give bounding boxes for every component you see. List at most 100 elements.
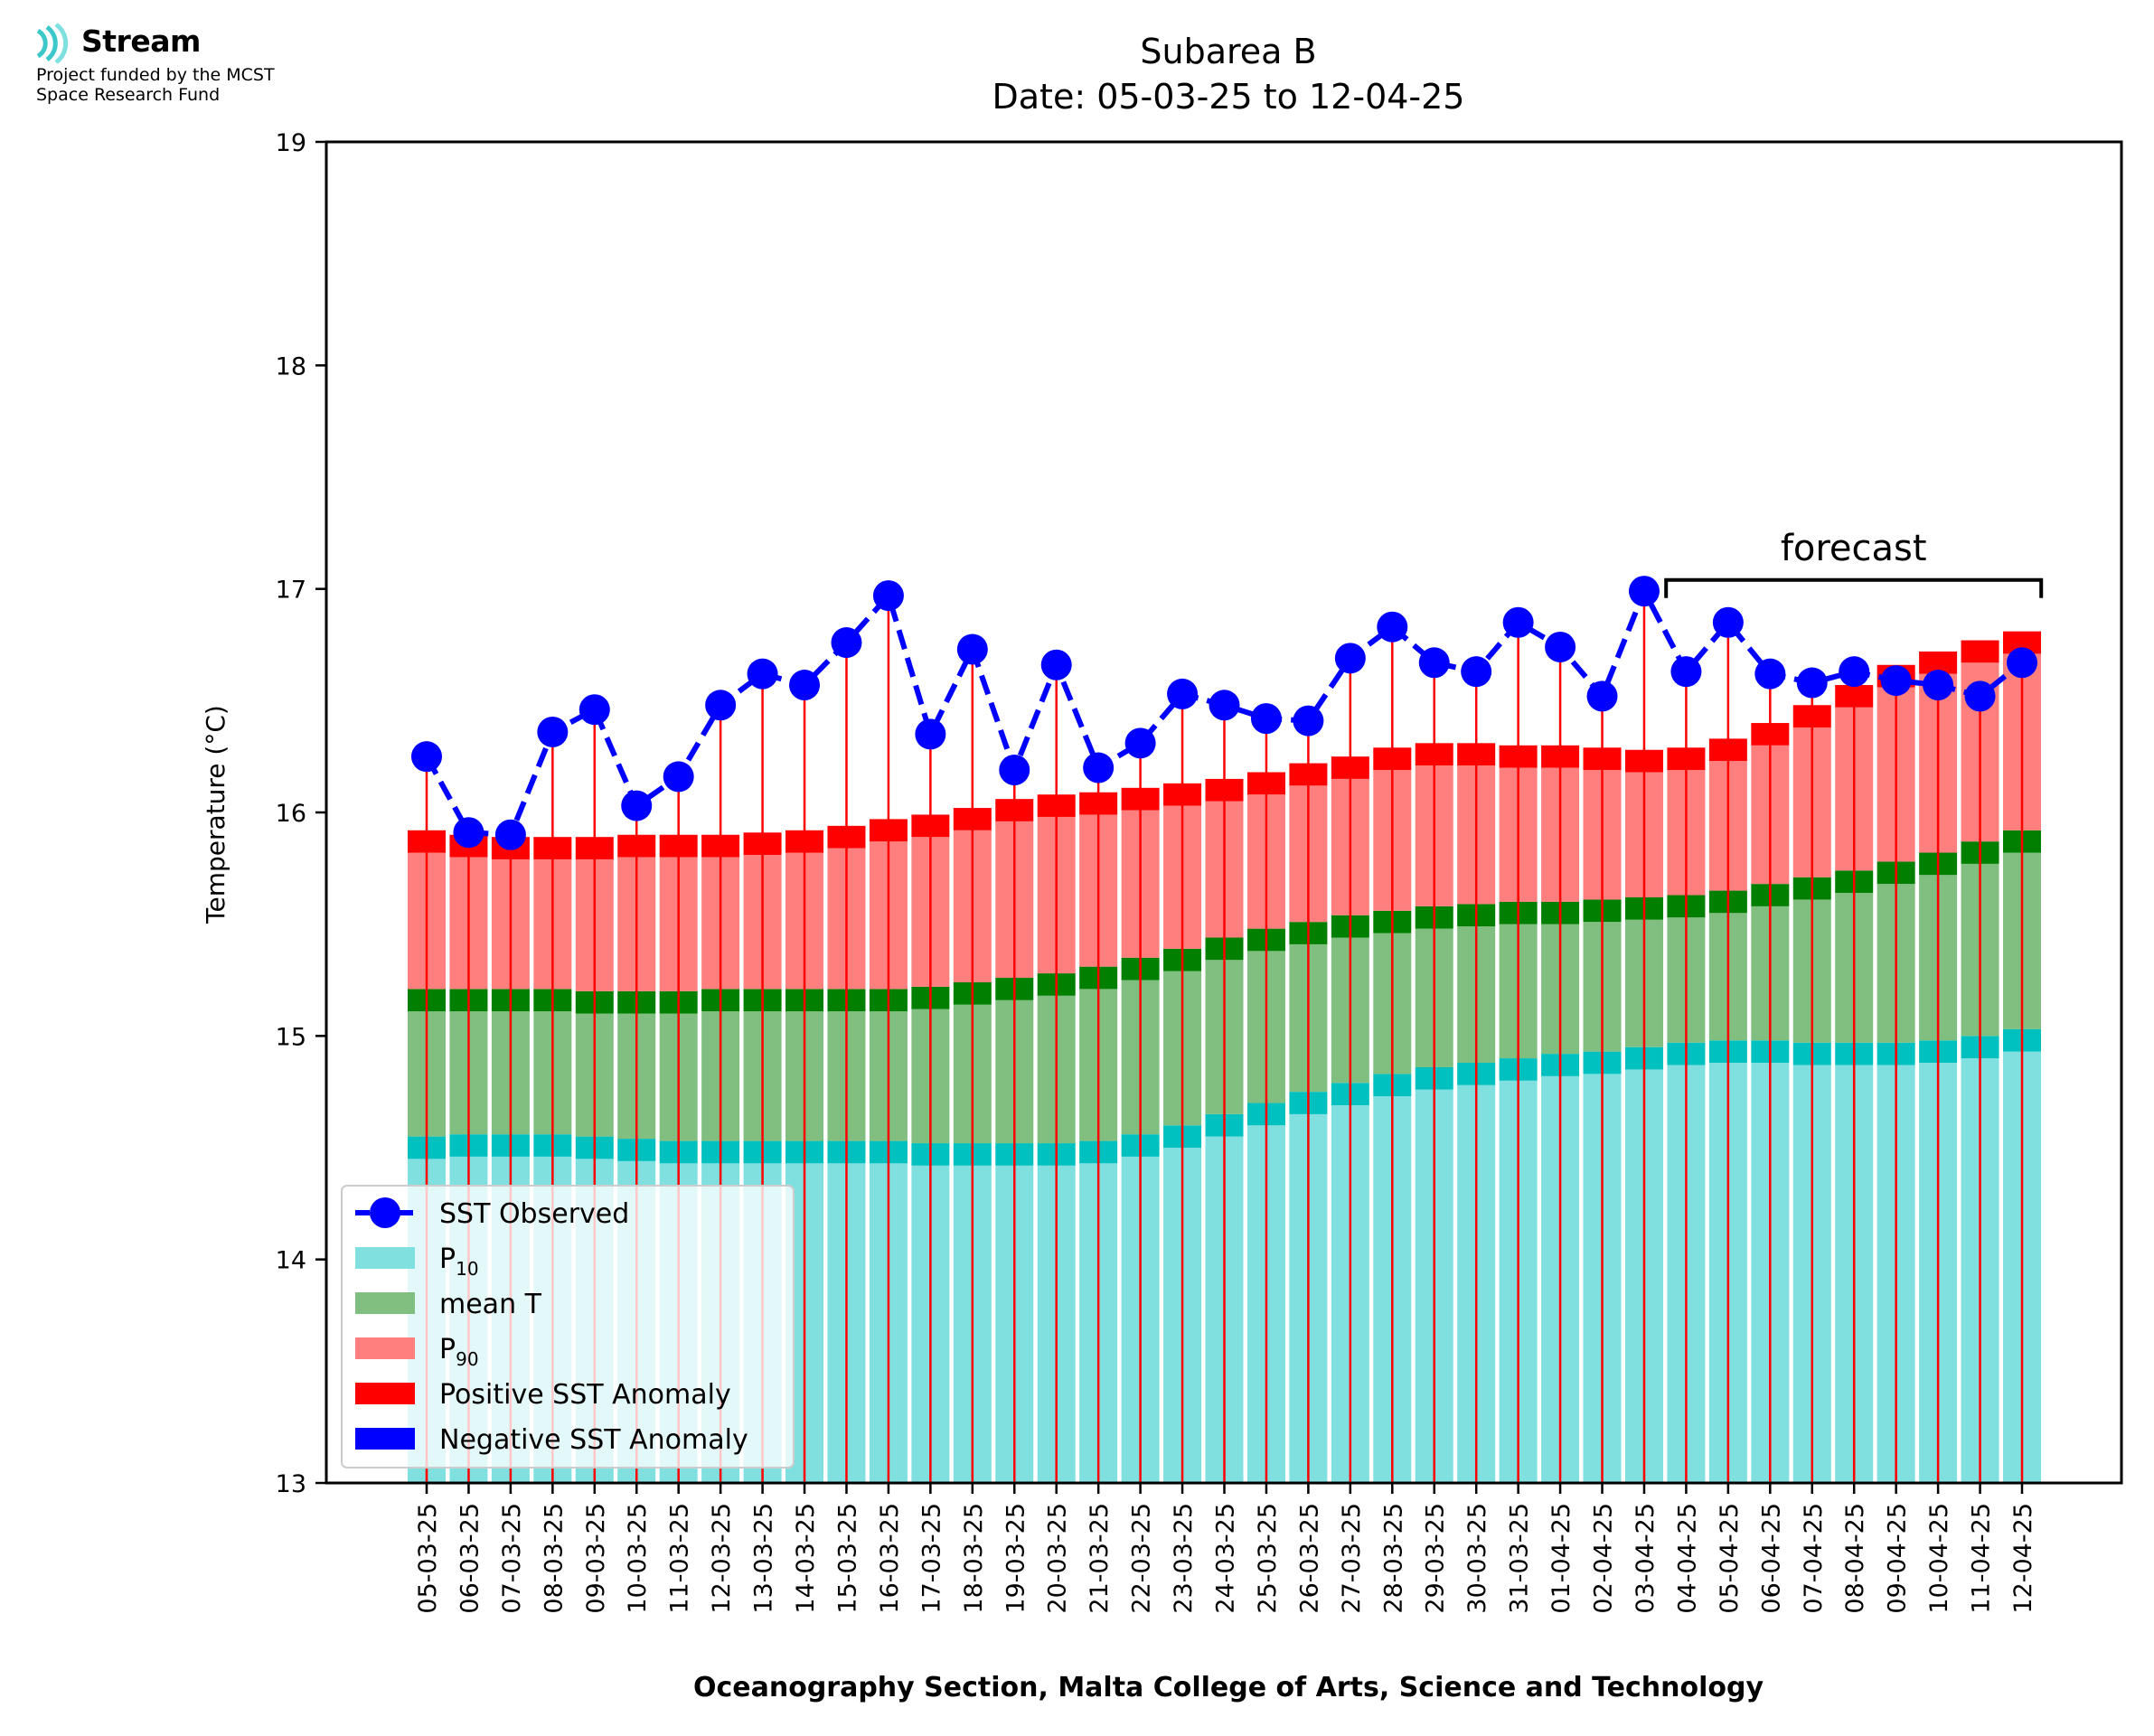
observed-point: [621, 790, 653, 821]
x-tick-label: 05-04-25: [1716, 1503, 1744, 1614]
x-tick-label: 28-03-25: [1379, 1503, 1407, 1614]
observed-point: [915, 718, 946, 750]
logo-line-2: Space Research Fund: [36, 85, 221, 105]
observed-point: [663, 761, 694, 793]
logo-line-1: Project funded by the MCST: [36, 65, 275, 85]
observed-point: [537, 716, 569, 747]
observed-point: [747, 658, 778, 690]
observed-point: [494, 819, 526, 850]
x-tick-label: 30-03-25: [1463, 1503, 1491, 1614]
x-tick-label: 11-03-25: [666, 1503, 694, 1614]
x-tick-label: 02-04-25: [1590, 1503, 1618, 1614]
observed-point: [1418, 647, 1450, 679]
legend-label: SST Observed: [439, 1198, 629, 1230]
observed-point: [1754, 658, 1786, 690]
observed-point: [1334, 643, 1366, 674]
x-tick-label: 15-03-25: [833, 1503, 861, 1614]
stream-waves-icon: [36, 23, 69, 63]
legend-label-subscript: 10: [456, 1258, 478, 1280]
observed-point: [789, 670, 821, 701]
x-tick-label: 03-04-25: [1632, 1503, 1660, 1614]
x-tick-label: 04-04-25: [1673, 1503, 1701, 1614]
legend-label-subscript: 90: [456, 1348, 478, 1370]
x-tick-label: 05-03-25: [414, 1503, 442, 1614]
observed-point: [1839, 656, 1870, 688]
observed-point: [1461, 656, 1492, 688]
observed-point: [1293, 705, 1324, 737]
observed-series-layer: [411, 576, 2037, 850]
legend-swatch: [355, 1428, 415, 1450]
observed-point: [999, 755, 1030, 786]
legend-swatch: [355, 1383, 415, 1404]
legend-observed-marker: [370, 1197, 400, 1228]
observed-point: [1628, 576, 1660, 607]
legend-label: mean T: [439, 1289, 542, 1320]
x-tick-label: 27-03-25: [1338, 1503, 1366, 1614]
observed-point: [1712, 606, 1744, 638]
x-tick-label: 06-03-25: [456, 1503, 484, 1614]
x-tick-label: 07-04-25: [1800, 1503, 1828, 1614]
x-tick-label: 17-03-25: [917, 1503, 945, 1614]
x-tick-label: 10-03-25: [624, 1503, 652, 1614]
observed-point: [1964, 680, 1996, 712]
legend-label: Negative SST Anomaly: [439, 1424, 748, 1456]
y-tick-label: 15: [276, 1023, 306, 1051]
x-tick-label: 12-03-25: [708, 1503, 736, 1614]
x-tick-label: 29-03-25: [1422, 1503, 1450, 1614]
x-tick-label: 14-03-25: [792, 1503, 820, 1614]
x-tick-label: 16-03-25: [876, 1503, 904, 1614]
x-tick-label: 19-03-25: [1002, 1503, 1030, 1614]
observed-point: [1880, 665, 1912, 697]
x-axis-label: Oceanography Section, Malta College of A…: [693, 1672, 1764, 1703]
x-tick-label: 07-03-25: [498, 1503, 526, 1614]
y-axis: 13 14 15 16 17 18 19: [276, 129, 326, 1498]
x-tick-label: 13-03-25: [750, 1503, 778, 1614]
observed-point: [831, 627, 862, 659]
observed-point: [956, 633, 988, 665]
observed-point: [2007, 647, 2037, 679]
logo-funding-text: Project funded by the MCST Space Researc…: [36, 65, 275, 105]
x-tick-label: 12-04-25: [2009, 1503, 2037, 1614]
y-axis-label: Temperature (°C): [201, 705, 230, 924]
anomaly-lines-layer: [425, 591, 2024, 1483]
y-tick-label: 17: [276, 577, 306, 605]
x-tick-label: 20-03-25: [1044, 1503, 1072, 1614]
observed-point: [411, 741, 442, 773]
x-tick-label: 31-03-25: [1506, 1503, 1534, 1614]
logo-name: Stream: [81, 23, 201, 59]
x-tick-label: 21-03-25: [1086, 1503, 1114, 1614]
observed-point: [1209, 690, 1240, 721]
x-tick-label: 25-03-25: [1254, 1503, 1282, 1614]
observed-point: [1545, 631, 1576, 662]
observed-point: [1586, 680, 1618, 712]
x-tick-label: 08-04-25: [1841, 1503, 1869, 1614]
chart-title: Subarea B: [1140, 32, 1316, 71]
x-tick-label: 24-03-25: [1212, 1503, 1240, 1614]
bar-p90-cap: [1961, 640, 1999, 663]
y-tick-label: 19: [276, 129, 306, 157]
x-tick-label: 09-03-25: [582, 1503, 610, 1614]
forecast-label: forecast: [1781, 528, 1927, 569]
observed-point: [1670, 656, 1702, 688]
chart-subtitle: Date: 05-03-25 to 12-04-25: [992, 77, 1465, 117]
x-tick-label: 01-04-25: [1547, 1503, 1576, 1614]
x-tick-label: 06-04-25: [1757, 1503, 1785, 1614]
forecast-annotation: forecast: [1664, 528, 2044, 598]
x-axis: 05-03-25 06-03-25 07-03-25 08-03-25 09-03-25…: [414, 1483, 2037, 1614]
x-tick-label: 26-03-25: [1295, 1503, 1323, 1614]
x-tick-label: 08-03-25: [540, 1503, 568, 1614]
observed-point: [1083, 752, 1115, 784]
x-tick-label: 22-03-25: [1128, 1503, 1156, 1614]
observed-point: [1923, 670, 1954, 701]
x-tick-label: 09-04-25: [1884, 1503, 1912, 1614]
observed-point: [1124, 727, 1156, 759]
legend-swatch: [355, 1337, 415, 1359]
legend-label: Positive SST Anomaly: [439, 1379, 731, 1411]
observed-point: [1167, 678, 1199, 709]
observed-point: [453, 817, 484, 849]
x-tick-label: 11-04-25: [1968, 1503, 1996, 1614]
legend-swatch: [355, 1292, 415, 1314]
observed-point: [1377, 611, 1408, 643]
observed-point: [1796, 667, 1828, 699]
